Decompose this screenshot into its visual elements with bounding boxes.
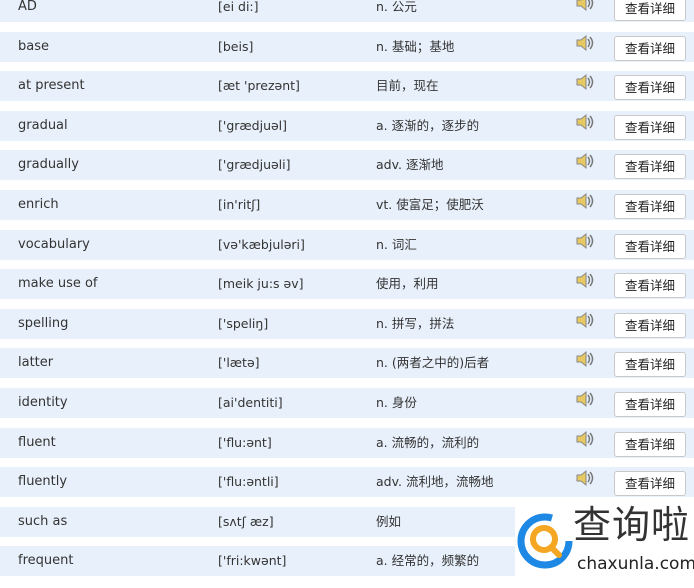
speaker-icon[interactable]	[574, 310, 596, 330]
speaker-icon[interactable]	[574, 72, 596, 92]
watermark-domain: chaxunla.com	[577, 554, 694, 574]
word: at present	[18, 78, 85, 94]
table-row: gradually ['grædjuəli] adv. 逐渐地 查看详细	[0, 150, 694, 181]
view-details-button[interactable]: 查看详细	[614, 273, 686, 299]
table-row: spelling ['speliŋ] n. 拼写，拼法 查看详细	[0, 308, 694, 339]
meaning: adv. 流利地，流畅地	[376, 474, 494, 490]
table-row: at present [æt 'prezənt] 目前，现在 查看详细	[0, 71, 694, 102]
view-details-button[interactable]: 查看详细	[614, 154, 686, 180]
word: vocabulary	[18, 236, 90, 252]
speaker-icon[interactable]	[574, 151, 596, 171]
view-details-button[interactable]: 查看详细	[614, 471, 686, 497]
meaning: n. 公元	[376, 0, 417, 14]
speaker-icon[interactable]	[574, 112, 596, 132]
speaker-icon[interactable]	[574, 468, 596, 488]
table-row: AD [ei di:] n. 公元 查看详细	[0, 0, 694, 22]
phonetic: ['flu:əntli]	[218, 474, 279, 490]
table-row: gradual ['grædjuəl] a. 逐渐的，逐步的 查看详细	[0, 110, 694, 141]
phonetic: [və'kæbjuləri]	[218, 236, 305, 252]
word: gradual	[18, 117, 68, 133]
meaning: n. 基础；基地	[376, 38, 455, 54]
speaker-icon[interactable]	[574, 270, 596, 290]
word: fluent	[18, 434, 56, 450]
view-details-button[interactable]: 查看详细	[614, 352, 686, 378]
phonetic: [beis]	[218, 38, 254, 54]
speaker-icon[interactable]	[574, 349, 596, 369]
speaker-icon[interactable]	[574, 429, 596, 449]
phonetic: [in'ritʃ]	[218, 196, 261, 212]
word: AD	[18, 0, 37, 14]
meaning: 目前，现在	[376, 78, 439, 94]
view-details-button[interactable]: 查看详细	[614, 391, 686, 417]
phonetic: [meik ju:s əv]	[218, 276, 304, 292]
meaning: a. 经常的，频繁的	[376, 553, 480, 569]
phonetic: ['grædjuəli]	[218, 157, 291, 173]
word: such as	[18, 513, 68, 529]
speaker-icon[interactable]	[574, 231, 596, 251]
meaning: 使用，利用	[376, 276, 439, 292]
meaning: a. 逐渐的，逐步的	[376, 117, 480, 133]
view-details-button[interactable]: 查看详细	[614, 233, 686, 259]
view-details-button[interactable]: 查看详细	[614, 193, 686, 219]
meaning: adv. 逐渐地	[376, 157, 444, 173]
word: gradually	[18, 157, 79, 173]
table-row: base [beis] n. 基础；基地 查看详细	[0, 31, 694, 62]
table-row: vocabulary [və'kæbjuləri] n. 词汇 查看详细	[0, 229, 694, 260]
speaker-icon[interactable]	[574, 191, 596, 211]
watermark-title: 查询啦	[573, 503, 691, 547]
word: enrich	[18, 196, 59, 212]
word: spelling	[18, 315, 69, 331]
view-details-button[interactable]: 查看详细	[614, 0, 686, 21]
table-row: fluent ['flu:ənt] a. 流畅的，流利的 查看详细	[0, 427, 694, 458]
phonetic: [ai'dentiti]	[218, 394, 283, 410]
word: latter	[18, 355, 54, 371]
phonetic: [sʌtʃ æz]	[218, 513, 274, 529]
phonetic: ['flu:ənt]	[218, 434, 272, 450]
speaker-icon[interactable]	[574, 389, 596, 409]
view-details-button[interactable]: 查看详细	[614, 431, 686, 457]
meaning: 例如	[376, 513, 402, 529]
table-row: make use of [meik ju:s əv] 使用，利用 查看详细	[0, 269, 694, 300]
meaning: n. 词汇	[376, 236, 417, 252]
meaning: n. 身份	[376, 394, 417, 410]
table-row: identity [ai'dentiti] n. 身份 查看详细	[0, 387, 694, 418]
word: make use of	[18, 276, 98, 292]
word: fluently	[18, 474, 68, 490]
view-details-button[interactable]: 查看详细	[614, 114, 686, 140]
speaker-icon[interactable]	[574, 33, 596, 53]
phonetic: ['fri:kwənt]	[218, 553, 287, 569]
phonetic: ['lætə]	[218, 355, 260, 371]
table-row: fluently ['flu:əntli] adv. 流利地，流畅地 查看详细	[0, 467, 694, 498]
word: base	[18, 38, 49, 54]
speaker-icon[interactable]	[574, 0, 596, 13]
phonetic: [ei di:]	[218, 0, 259, 14]
table-row: enrich [in'ritʃ] vt. 使富足；使肥沃 查看详细	[0, 189, 694, 220]
phonetic: ['speliŋ]	[218, 315, 269, 331]
view-details-button[interactable]: 查看详细	[614, 35, 686, 61]
meaning: n. (两者之中的)后者	[376, 355, 490, 371]
meaning: n. 拼写，拼法	[376, 315, 455, 331]
word: identity	[18, 394, 68, 410]
meaning: a. 流畅的，流利的	[376, 434, 480, 450]
logo-magnifier-icon	[517, 513, 573, 569]
view-details-button[interactable]: 查看详细	[614, 75, 686, 101]
phonetic: ['grædjuəl]	[218, 117, 288, 133]
table-row: latter ['lætə] n. (两者之中的)后者 查看详细	[0, 348, 694, 379]
view-details-button[interactable]: 查看详细	[614, 312, 686, 338]
watermark-logo: 查询啦 chaxunla.com	[515, 505, 694, 577]
meaning: vt. 使富足；使肥沃	[376, 196, 484, 212]
phonetic: [æt 'prezənt]	[218, 78, 300, 94]
word: frequent	[18, 553, 74, 569]
